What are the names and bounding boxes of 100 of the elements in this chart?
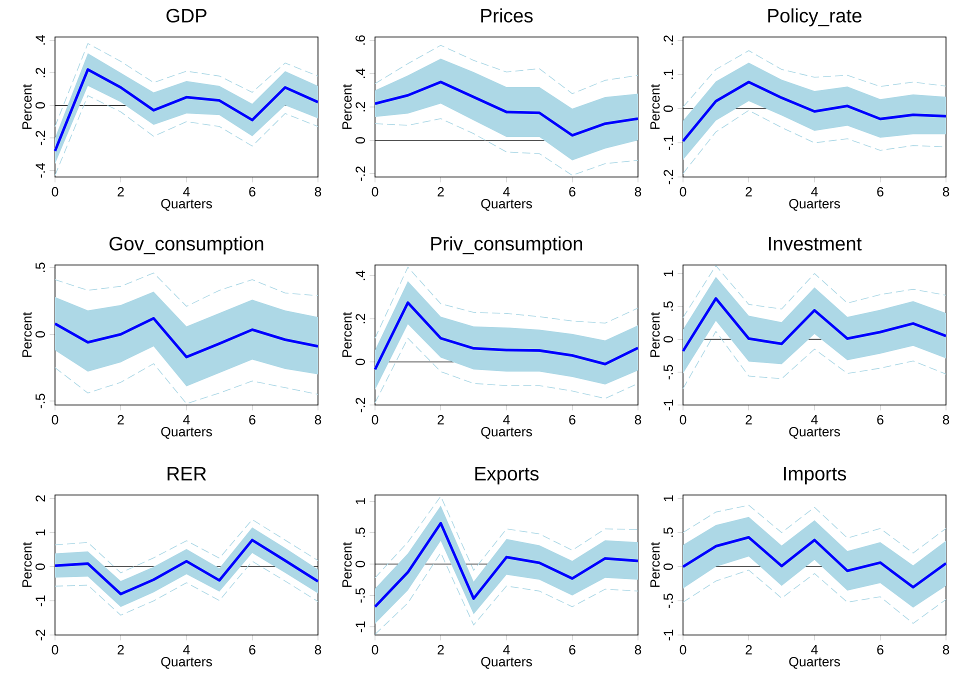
x-tick-label: 4 (811, 645, 818, 654)
x-tick-label: 4 (503, 645, 510, 654)
x-axis-title: Quarters (481, 656, 532, 669)
y-tick-label: -.1 (664, 136, 673, 150)
x-tick-label: 4 (183, 645, 190, 654)
x-tick-label: 6 (569, 415, 576, 424)
x-tick-label: 8 (634, 645, 642, 654)
x-tick-label: 8 (314, 187, 322, 196)
y-tick-label: .4 (356, 68, 365, 78)
y-tick-label: 0 (36, 102, 45, 109)
line-series (54, 95, 318, 176)
x-tick-label: 2 (746, 645, 752, 654)
x-tick-label: 4 (183, 415, 190, 424)
line-series (374, 552, 638, 635)
y-tick-label: -.2 (356, 166, 365, 181)
line-series (374, 301, 640, 371)
x-tick-label: 2 (118, 645, 124, 654)
y-tick-label: -1 (356, 622, 365, 632)
y-axis-title: Percent (342, 312, 352, 357)
line-series (54, 538, 320, 596)
y-tick-label: 2 (36, 495, 45, 502)
y-tick-label: -1 (36, 596, 45, 606)
y-axis-title: Percent (22, 542, 32, 587)
y-tick-label: .2 (664, 36, 673, 45)
y-tick-label: 0 (356, 137, 365, 144)
y-tick-label: 0 (356, 358, 365, 366)
line-series (54, 560, 318, 616)
y-tick-label: 0 (36, 564, 45, 570)
y-axis-title: Percent (650, 84, 660, 129)
chart-title: Policy_rate (768, 8, 862, 26)
x-tick-label: 0 (52, 415, 58, 424)
y-tick-label: .4 (36, 35, 45, 45)
y-tick-label: -.4 (36, 163, 45, 178)
line-series (54, 43, 318, 127)
y-axis-title: Percent (650, 542, 660, 587)
line-series (54, 363, 318, 404)
line-series (374, 118, 638, 176)
y-tick-label: .5 (36, 262, 45, 272)
x-tick-label: 2 (746, 415, 752, 424)
chart-title: Imports (784, 467, 846, 484)
y-tick-label: .6 (356, 35, 365, 45)
line-series (682, 297, 948, 352)
x-tick-label: 2 (438, 187, 444, 196)
chart-title: Priv_consumption (431, 236, 582, 254)
y-tick-label: 1 (664, 495, 673, 502)
line-series (682, 536, 948, 589)
y-tick-label: .2 (36, 68, 45, 78)
y-axis-title: Percent (22, 84, 32, 129)
x-tick-label: 0 (372, 187, 378, 196)
x-tick-label: 8 (942, 645, 950, 654)
x-tick-label: 6 (877, 415, 884, 424)
x-tick-label: 8 (634, 415, 642, 424)
chart-title: Investment (769, 237, 862, 251)
x-tick-label: 4 (811, 187, 818, 196)
x-tick-label: 0 (372, 415, 378, 424)
y-axis-title: Percent (22, 312, 32, 357)
y-tick-label: 0 (664, 564, 673, 570)
line-series (682, 80, 948, 142)
y-tick-label: .4 (356, 270, 365, 280)
x-tick-label: 0 (680, 415, 686, 424)
line-series (374, 44, 638, 94)
line-series (682, 265, 946, 318)
x-axis-title: Quarters (481, 426, 532, 439)
x-tick-label: 4 (503, 415, 510, 424)
x-tick-label: 0 (680, 187, 686, 196)
line-series (682, 50, 946, 108)
chart-title: Gov_consumption (110, 236, 264, 254)
line-series (682, 570, 946, 624)
y-tick-label: -1 (664, 400, 673, 410)
x-tick-label: 8 (314, 415, 322, 424)
x-axis-title: Quarters (789, 656, 840, 669)
chart-title: Prices (481, 8, 533, 23)
y-tick-label: -.2 (356, 398, 365, 412)
line-series (374, 522, 640, 608)
x-axis-title: Quarters (161, 198, 212, 211)
y-axis-title: Percent (342, 84, 352, 129)
x-tick-label: 6 (249, 187, 256, 196)
x-tick-label: 4 (503, 187, 510, 196)
y-tick-label: .2 (356, 102, 365, 112)
x-tick-label: 0 (680, 645, 686, 654)
x-tick-label: 6 (877, 187, 884, 196)
x-tick-label: 8 (314, 645, 322, 654)
y-tick-label: 1 (36, 529, 45, 536)
y-axis-title: Percent (342, 542, 352, 587)
y-tick-label: 0 (36, 331, 45, 338)
x-tick-label: 0 (52, 187, 58, 196)
x-axis-title: Quarters (161, 426, 212, 439)
line-series (374, 80, 640, 137)
x-axis-title: Quarters (789, 426, 840, 439)
x-tick-label: 6 (249, 645, 256, 654)
y-axis-title: Percent (650, 312, 660, 357)
line-series (682, 330, 946, 389)
line-series (54, 316, 320, 358)
x-tick-label: 8 (942, 415, 950, 424)
y-tick-label: -2 (36, 630, 45, 640)
y-tick-label: .5 (356, 528, 365, 538)
x-tick-label: 2 (746, 187, 752, 196)
y-tick-label: -.2 (36, 130, 45, 146)
x-axis-title: Quarters (789, 198, 840, 211)
line-series (374, 496, 638, 578)
